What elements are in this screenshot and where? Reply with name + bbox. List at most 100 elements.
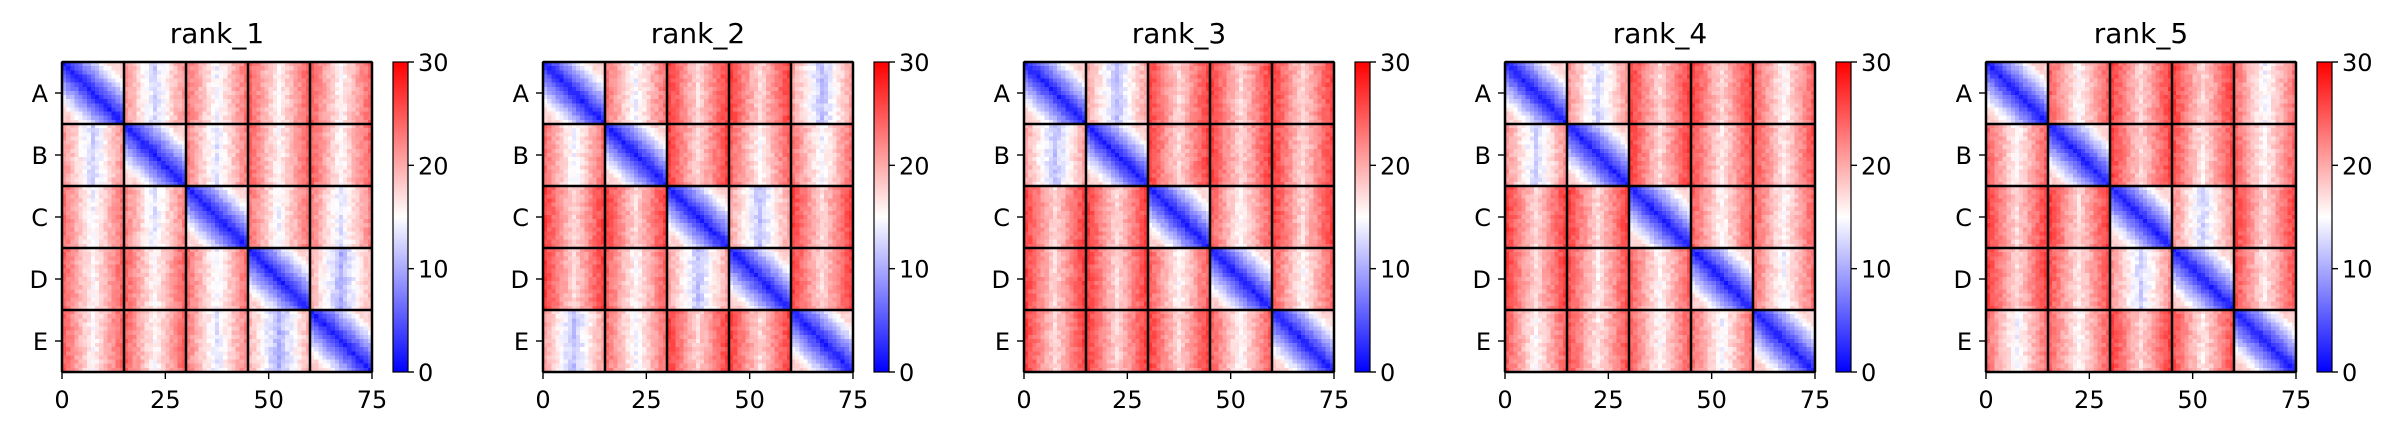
heatmap-cell: [70, 95, 75, 100]
heatmap-cell: [338, 66, 344, 71]
heatmap-cell: [132, 128, 137, 133]
heatmap-cell: [305, 223, 311, 228]
heatmap-cell: [297, 144, 303, 150]
heatmap-cell: [343, 165, 348, 170]
heatmap-cell: [194, 314, 199, 319]
heatmap-cell: [347, 289, 352, 294]
heatmap-cell: [260, 272, 265, 278]
heatmap-cell: [128, 181, 133, 187]
heatmap-cell: [334, 165, 340, 170]
heatmap-cell: [95, 190, 100, 195]
heatmap-cell: [103, 293, 108, 298]
heatmap-cell: [231, 99, 236, 104]
heatmap-cell: [70, 86, 75, 92]
heatmap-cell: [90, 330, 96, 336]
heatmap-cell: [310, 297, 315, 303]
heatmap-cell: [248, 62, 253, 67]
heatmap-cell: [111, 74, 117, 79]
heatmap-cell: [177, 318, 183, 323]
heatmap-cell: [322, 186, 327, 191]
heatmap-cell: [367, 239, 373, 245]
heatmap-cell: [239, 214, 245, 220]
heatmap-cell: [140, 314, 146, 319]
heatmap-cell: [190, 99, 195, 104]
heatmap-cell: [136, 78, 141, 84]
heatmap-cell: [272, 297, 278, 303]
heatmap-cell: [119, 107, 125, 112]
heatmap-cell: [326, 198, 332, 203]
heatmap-cell: [243, 74, 249, 79]
heatmap-cell: [78, 194, 84, 199]
heatmap-cell: [194, 140, 199, 146]
heatmap-cell: [144, 248, 150, 253]
heatmap-cell: [152, 161, 158, 166]
heatmap-cell: [260, 99, 265, 104]
heatmap-cell: [293, 119, 298, 125]
heatmap-cell: [343, 231, 348, 236]
heatmap-cell: [276, 281, 282, 286]
heatmap-cell: [99, 276, 104, 282]
heatmap-cell: [355, 90, 360, 96]
heatmap-cell: [301, 272, 307, 278]
heatmap-cell: [124, 82, 129, 88]
heatmap-cell: [66, 206, 71, 212]
heatmap-cell: [66, 235, 71, 241]
heatmap-cell: [322, 310, 327, 315]
heatmap-cell: [343, 66, 348, 71]
heatmap-cell: [223, 115, 228, 121]
heatmap-cell: [272, 78, 278, 84]
heatmap-cell: [297, 305, 303, 311]
heatmap-cell: [198, 227, 203, 232]
heatmap-cell: [231, 111, 236, 117]
heatmap-cell: [210, 148, 216, 154]
heatmap-cell: [74, 285, 79, 290]
heatmap-cell: [148, 161, 154, 166]
heatmap-cell: [136, 115, 141, 121]
heatmap-cell: [161, 301, 166, 307]
heatmap-cell: [95, 115, 100, 121]
heatmap-cell: [165, 161, 170, 166]
heatmap-cell: [293, 173, 298, 179]
heatmap-cell: [190, 66, 195, 71]
heatmap-cell: [186, 186, 191, 191]
heatmap-cell: [239, 119, 245, 125]
heatmap-cell: [62, 223, 67, 228]
heatmap-cell: [70, 62, 75, 67]
heatmap-cell: [181, 181, 187, 187]
heatmap-cell: [148, 206, 154, 212]
heatmap-cell: [165, 227, 170, 232]
heatmap-cell: [74, 140, 79, 146]
heatmap-cell: [363, 90, 369, 96]
heatmap-cell: [99, 124, 104, 129]
heatmap-cell: [62, 66, 67, 71]
heatmap-cell: [169, 181, 174, 187]
heatmap-cell: [144, 186, 150, 191]
heatmap-cell: [268, 235, 274, 241]
heatmap-cell: [194, 260, 199, 265]
heatmap-cell: [99, 78, 104, 84]
heatmap-cell: [210, 107, 216, 112]
heatmap-cell: [334, 107, 340, 112]
heatmap-cell: [202, 157, 208, 162]
heatmap-cell: [214, 194, 220, 199]
heatmap-cell: [186, 231, 191, 236]
heatmap-cell: [181, 165, 187, 170]
heatmap-cell: [223, 268, 228, 274]
heatmap-cell: [318, 103, 323, 108]
heatmap-cell: [219, 334, 224, 340]
heatmap-cell: [62, 293, 67, 298]
heatmap-cell: [202, 111, 208, 117]
heatmap-cell: [90, 119, 96, 125]
heatmap-cell: [62, 82, 67, 88]
heatmap-cell: [351, 169, 356, 174]
heatmap-cell: [223, 281, 228, 286]
heatmap-cell: [252, 281, 257, 286]
heatmap-cell: [359, 161, 365, 166]
heatmap-cell: [343, 99, 348, 104]
heatmap-cell: [95, 140, 100, 146]
heatmap-cell: [78, 99, 84, 104]
heatmap-cell: [281, 173, 286, 179]
heatmap-cell: [326, 260, 332, 265]
heatmap-cell: [111, 231, 117, 236]
heatmap-cell: [326, 111, 332, 117]
